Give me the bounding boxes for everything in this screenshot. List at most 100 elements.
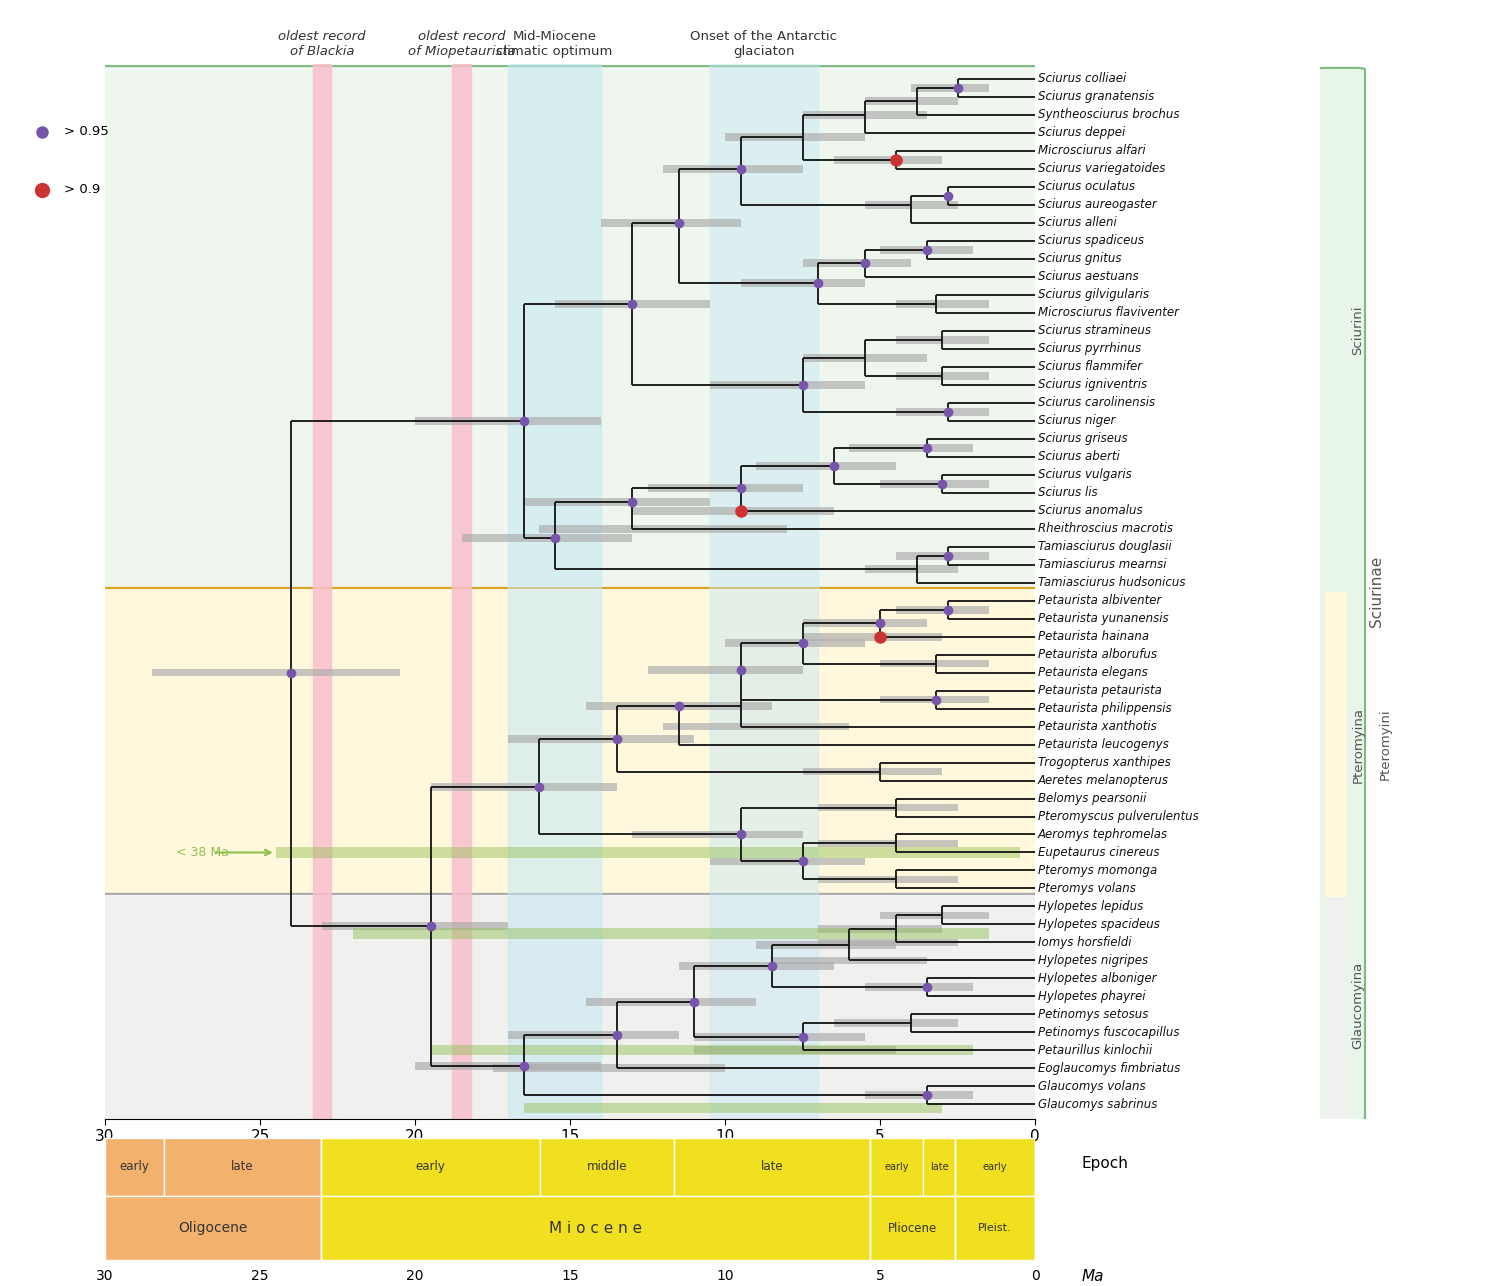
Text: Glaucomyina: Glaucomyina [1352,962,1365,1049]
Text: Aeretes melanopterus: Aeretes melanopterus [1038,774,1168,787]
Text: Petaurista yunanensis: Petaurista yunanensis [1038,612,1168,625]
Text: early: early [416,1160,446,1173]
Text: Sciurus aureogaster: Sciurus aureogaster [1038,198,1156,211]
Text: oldest record
of Miopetaurista: oldest record of Miopetaurista [408,30,516,58]
Bar [321,1138,540,1196]
Text: Sciurus aberti: Sciurus aberti [1038,450,1119,463]
Bar [771,957,927,964]
Text: 15: 15 [561,1269,579,1283]
Bar [430,1046,974,1056]
Text: Sciurus flammifer: Sciurus flammifer [1038,360,1142,373]
Bar [880,912,989,919]
Bar [524,1103,942,1114]
Bar [632,507,834,514]
Bar [956,1138,1035,1196]
Text: Hylopetes phayrei: Hylopetes phayrei [1038,990,1146,1003]
Bar [321,1196,870,1260]
Text: Petaurista albiventer: Petaurista albiventer [1038,594,1161,607]
Text: 5: 5 [876,1269,885,1283]
Text: Pteromys volans: Pteromys volans [1038,882,1136,895]
Bar [585,998,756,1006]
Bar [416,417,602,424]
Text: 0: 0 [1030,1269,1039,1283]
Text: 30: 30 [96,1269,114,1283]
Text: Petaurista elegans: Petaurista elegans [1038,666,1148,679]
Text: Microsciurus alfari: Microsciurus alfari [1038,144,1146,157]
Text: Sciurus niger: Sciurus niger [1038,414,1114,427]
Text: Hylopetes nigripes: Hylopetes nigripes [1038,954,1148,967]
Bar [675,1138,870,1196]
Bar [818,804,957,811]
Bar [849,444,974,451]
Bar [741,279,864,287]
Text: Tamiasciurus hudsonicus: Tamiasciurus hudsonicus [1038,576,1185,589]
Bar [870,1196,956,1260]
Bar [864,1092,974,1100]
Bar [632,831,802,838]
Bar [1324,69,1347,592]
Text: 25: 25 [251,1269,268,1283]
Text: Sciurus aestuans: Sciurus aestuans [1038,270,1138,283]
Bar [152,669,399,676]
Text: Petaurista xanthotis: Petaurista xanthotis [1038,720,1156,733]
Text: Epoch: Epoch [1082,1156,1128,1172]
Text: Ma: Ma [1082,1269,1104,1283]
Text: Sciurus igniventris: Sciurus igniventris [1038,378,1148,391]
Text: Petinomys fuscocapillus: Petinomys fuscocapillus [1038,1026,1179,1039]
Bar [802,619,927,628]
Bar [710,381,864,388]
Bar [452,64,471,1119]
Text: Petaurista hainana: Petaurista hainana [1038,630,1149,643]
Bar [312,64,332,1119]
Bar [710,64,818,1119]
Bar [896,552,989,559]
Text: Sciurinae: Sciurinae [1370,556,1384,628]
Bar [956,1196,1035,1260]
Bar [756,462,896,469]
Text: Eoglaucomys fimbriatus: Eoglaucomys fimbriatus [1038,1062,1180,1075]
Text: Pteromyina: Pteromyina [1352,706,1365,782]
Bar [802,354,927,361]
Text: Sciurus carolinensis: Sciurus carolinensis [1038,396,1155,409]
Text: 10: 10 [716,1269,734,1283]
Bar [509,1031,678,1039]
Text: Sciurini: Sciurini [1352,306,1365,355]
Bar [896,408,989,415]
Text: M i o c e n e: M i o c e n e [549,1220,642,1236]
Bar [538,525,788,532]
Bar [896,300,989,307]
Text: Sciurus pyrrhinus: Sciurus pyrrhinus [1038,342,1142,355]
Text: Syntheosciurus brochus: Syntheosciurus brochus [1038,108,1179,121]
Text: Hylopetes spacideus: Hylopetes spacideus [1038,918,1160,931]
Bar [555,300,710,307]
Bar [694,1033,864,1040]
Bar [492,1065,724,1073]
Bar [724,639,864,647]
FancyBboxPatch shape [99,66,1041,595]
Bar [164,1138,321,1196]
Bar [864,984,974,992]
Bar [910,84,989,91]
Text: early: early [885,1161,909,1172]
Bar [585,702,771,710]
Bar [105,1196,321,1260]
Text: Aeromys tephromelas: Aeromys tephromelas [1038,828,1168,841]
Text: Sciurus spadiceus: Sciurus spadiceus [1038,234,1144,247]
Bar [864,565,957,574]
Bar [896,372,989,379]
Bar [802,633,942,640]
Bar [430,783,616,791]
Text: early: early [982,1161,1006,1172]
Bar [524,498,710,505]
Bar [818,925,942,932]
Text: Sciurus deppei: Sciurus deppei [1038,126,1125,139]
Bar [896,606,989,613]
Text: late: late [760,1160,783,1173]
Text: Sciurus variegatoides: Sciurus variegatoides [1038,162,1166,175]
Bar [322,922,508,930]
Bar [924,1138,956,1196]
Text: Sciurus griseus: Sciurus griseus [1038,432,1128,445]
Text: Sciurus gilvigularis: Sciurus gilvigularis [1038,288,1149,301]
Bar [352,928,989,939]
Bar [648,666,802,674]
